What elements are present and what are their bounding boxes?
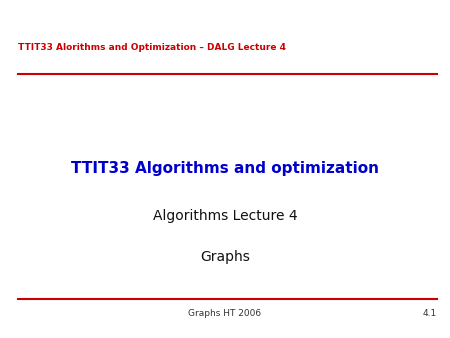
Text: 4.1: 4.1 — [422, 309, 436, 318]
Text: Graphs HT 2006: Graphs HT 2006 — [189, 309, 261, 318]
Text: TTIT33 Algorithms and optimization: TTIT33 Algorithms and optimization — [71, 162, 379, 176]
Text: TTIT33 Alorithms and Optimization – DALG Lecture 4: TTIT33 Alorithms and Optimization – DALG… — [18, 43, 286, 52]
Text: Graphs: Graphs — [200, 250, 250, 264]
Text: Algorithms Lecture 4: Algorithms Lecture 4 — [153, 209, 297, 223]
